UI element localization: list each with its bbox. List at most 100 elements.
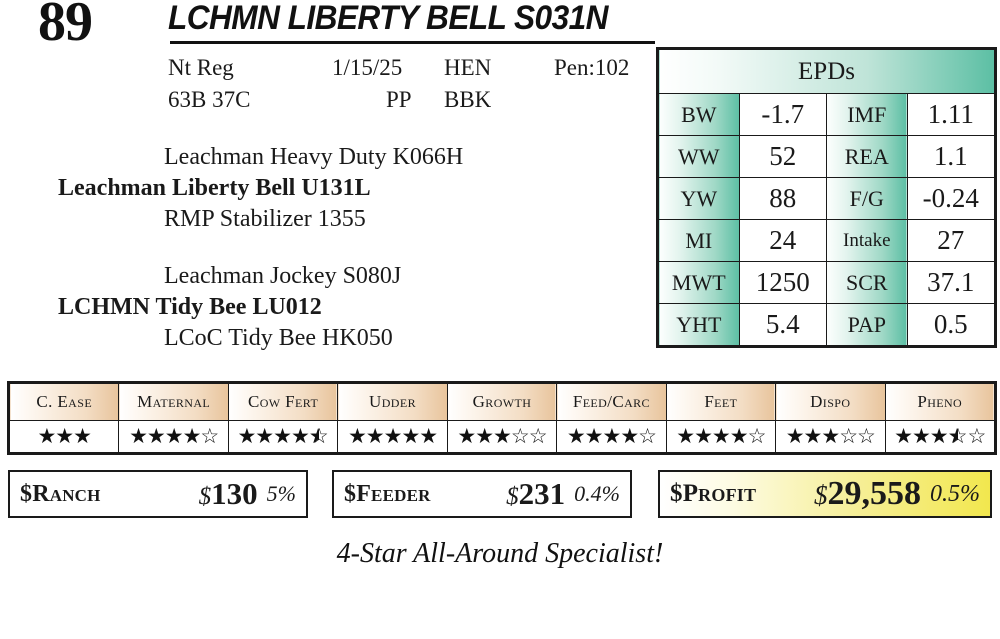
- index-value-feeder: $231: [506, 476, 565, 512]
- epds-row: YHT 5.4 PAP 0.5: [658, 303, 996, 346]
- star-empty-icon: ☆: [857, 424, 876, 448]
- epd-label-yw: YW: [658, 177, 740, 220]
- epd-value-mwt: 1250: [738, 261, 827, 304]
- index-percentile-feeder: 0.4%: [574, 481, 620, 506]
- lot-number: 89: [38, 0, 93, 53]
- index-amount-ranch: 130: [211, 476, 258, 511]
- star-full-icon: ★: [602, 424, 621, 448]
- epd-value-yw: 88: [738, 177, 827, 220]
- star-full-icon: ★: [729, 424, 749, 448]
- epd-value-f-g: -0.24: [906, 177, 996, 220]
- epd-value-ww: 52: [738, 135, 827, 178]
- epd-value-pap: 0.5: [906, 303, 996, 346]
- info-row-1: Nt Reg 1/15/25 HEN Pen:102: [168, 52, 658, 84]
- pedigree-dam-sire: Leachman Jockey S080J: [164, 263, 402, 289]
- star-full-icon: ★: [457, 424, 476, 448]
- trait-rating-growth: ★★★☆☆: [446, 420, 558, 453]
- breed-code: HEN: [444, 55, 492, 80]
- dollar-sign-profit: $: [814, 480, 828, 510]
- epd-label-yht: YHT: [658, 303, 740, 346]
- epds-row: MWT 1250 SCR 37.1: [658, 261, 996, 304]
- trait-rating-c-ease: ★★★: [8, 420, 120, 453]
- epds-row: BW -1.7 IMF 1.11: [658, 93, 996, 136]
- index-label-feeder: $Feeder: [344, 480, 431, 507]
- pedigree-sire: Leachman Liberty Bell U131L: [58, 175, 371, 201]
- star-full-icon: ★: [419, 424, 438, 448]
- star-full-icon: ★: [911, 424, 931, 448]
- animal-name-title: LCHMN LIBERTY BELL S031N: [168, 0, 608, 37]
- star-full-icon: ★: [383, 424, 403, 448]
- star-full-icon: ★: [803, 424, 823, 448]
- epd-value-yht: 5.4: [738, 303, 827, 346]
- star-half-outline: ☆: [309, 424, 329, 448]
- pedigree-dam: LCHMN Tidy Bee LU012: [58, 294, 322, 320]
- epd-label-intake: Intake: [825, 219, 908, 262]
- star-full-icon: ★: [146, 424, 166, 448]
- epd-label-rea: REA: [825, 135, 908, 178]
- index-percentile-ranch: 5%: [266, 481, 296, 506]
- star-full-icon: ★: [475, 424, 494, 448]
- pedigree-sire-sire: Leachman Heavy Duty K066H: [164, 144, 464, 170]
- star-full-icon: ★: [894, 424, 913, 448]
- trait-header-udder: Udder: [337, 383, 448, 421]
- trait-rating-pheno: ★★★☆ ★ ☆: [884, 420, 995, 453]
- trait-rating-feet: ★★★★☆: [665, 420, 777, 453]
- index-box-feeder: $Feeder $231 0.4%: [332, 470, 632, 518]
- star-full-icon: ★: [365, 424, 385, 448]
- trait-header-dispo: Dispo: [775, 383, 886, 421]
- star-half-icon: ☆ ★: [309, 426, 329, 447]
- dollar-sign-ranch: $: [198, 483, 212, 510]
- star-full-icon: ★: [55, 424, 74, 448]
- epd-label-bw: BW: [658, 93, 740, 136]
- trait-header-cow-fert: Cow Fert: [227, 383, 339, 421]
- trait-rating-cow-fert: ★★★★☆ ★: [227, 420, 339, 453]
- star-half-fill: ★: [308, 426, 320, 447]
- star-full-icon: ★: [290, 424, 310, 448]
- epd-label-scr: SCR: [825, 261, 908, 304]
- star-empty-icon: ☆: [528, 424, 548, 448]
- trait-header-maternal: Maternal: [118, 383, 229, 421]
- star-half-icon: ☆ ★: [948, 426, 968, 447]
- star-full-icon: ★: [711, 424, 731, 448]
- color-code: BBK: [444, 87, 492, 112]
- index-percentile-profit: 0.5%: [930, 480, 980, 507]
- star-full-icon: ★: [164, 424, 184, 448]
- star-empty-icon: ☆: [638, 424, 657, 448]
- star-full-icon: ★: [785, 424, 805, 448]
- index-amount-profit: 29,558: [827, 475, 922, 512]
- star-empty-icon: ☆: [200, 424, 219, 448]
- epd-label-mi: MI: [658, 219, 740, 262]
- tagline: 4-Star All-Around Specialist!: [336, 538, 664, 569]
- star-full-icon: ★: [694, 424, 713, 448]
- lot-header: 89 LCHMN LIBERTY BELL S031N Nt Reg 1/15/…: [0, 0, 1000, 132]
- epd-value-bw: -1.7: [738, 93, 827, 136]
- star-empty-icon: ☆: [510, 424, 530, 448]
- epds-table: EPDs BW -1.7 IMF 1.11 WW 52 REA 1.1 YW 88 F/G -0.24…: [656, 47, 997, 348]
- epd-label-imf: IMF: [825, 93, 908, 136]
- epds-title: EPDs: [658, 49, 995, 94]
- star-full-icon: ★: [129, 424, 148, 448]
- epd-value-scr: 37.1: [906, 261, 996, 304]
- star-full-icon: ★: [273, 424, 292, 448]
- star-full-icon: ★: [584, 424, 604, 448]
- star-full-icon: ★: [37, 424, 56, 448]
- star-half-fill: ★: [947, 426, 958, 447]
- trait-rating-feed-carc: ★★★★☆: [556, 420, 667, 453]
- epd-value-rea: 1.1: [906, 135, 996, 178]
- star-full-icon: ★: [821, 424, 840, 448]
- pedigree-sire-dam: RMP Stabilizer 1355: [164, 206, 366, 232]
- index-box-ranch: $Ranch $130 5%: [8, 470, 308, 518]
- star-full-icon: ★: [929, 424, 949, 448]
- star-full-icon: ★: [347, 424, 367, 448]
- star-full-icon: ★: [237, 424, 256, 448]
- epd-value-intake: 27: [906, 219, 996, 262]
- trait-header-c-ease: C. Ease: [8, 383, 120, 421]
- dollar-sign-feeder: $: [506, 483, 519, 510]
- pedigree-spacer: [0, 235, 660, 261]
- registration-status: Nt Reg: [168, 55, 234, 80]
- star-full-icon: ★: [566, 424, 586, 448]
- trait-rating-udder: ★★★★★: [337, 420, 448, 453]
- epds-row: WW 52 REA 1.1: [658, 135, 996, 178]
- trait-header-row: C. Ease Maternal Cow Fert Udder Growth Feed/C…: [8, 383, 995, 421]
- index-label-ranch: $Ranch: [20, 480, 101, 507]
